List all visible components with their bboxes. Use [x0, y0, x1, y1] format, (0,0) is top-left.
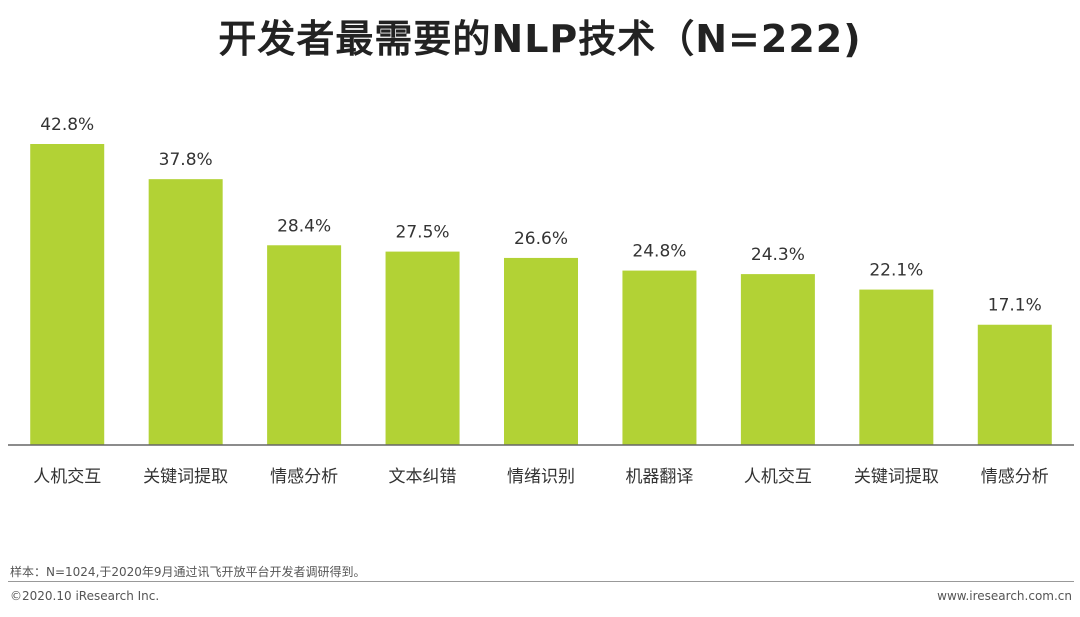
category-label-7: 人机交互: [744, 467, 812, 487]
bar-8: [859, 289, 934, 445]
bar-3: [267, 245, 342, 445]
value-label-8: 22.1%: [869, 261, 923, 281]
value-label-7: 24.3%: [751, 245, 805, 265]
bar-2: [148, 179, 223, 445]
bar-4: [385, 251, 460, 445]
bar-1: [30, 144, 105, 445]
category-label-1: 人机交互: [33, 467, 101, 487]
category-label-6: 机器翻译: [625, 467, 693, 487]
bar-7: [740, 274, 815, 445]
value-label-3: 28.4%: [277, 216, 331, 236]
bar-6: [622, 270, 697, 445]
sample-note: 样本：N=1024,于2020年9月通过讯飞开放平台开发者调研得到。: [10, 565, 366, 579]
bar-9: [977, 324, 1052, 445]
value-label-4: 27.5%: [396, 223, 450, 243]
value-label-1: 42.8%: [40, 115, 94, 135]
value-label-9: 17.1%: [988, 296, 1042, 316]
bar-chart: 42.8% 37.8% 28.4% 27.5% 26.6% 24.8% 24.3% 22.1%…: [8, 115, 1074, 487]
category-label-9: 情感分析: [981, 467, 1049, 487]
category-label-5: 情绪识别: [507, 467, 575, 487]
category-label-4: 文本纠错: [389, 467, 457, 487]
category-label-8: 关键词提取: [854, 467, 939, 487]
bar-5: [504, 257, 578, 445]
footer-divider: [8, 581, 1074, 582]
value-label-5: 26.6%: [514, 229, 568, 249]
category-label-2: 关键词提取: [143, 467, 228, 487]
category-label-3: 情感分析: [270, 467, 338, 487]
website-url: www.iresearch.com.cn: [937, 589, 1072, 603]
value-label-2: 37.8%: [159, 150, 213, 170]
copyright-text: ©2020.10 iResearch Inc.: [10, 589, 160, 603]
value-label-6: 24.8%: [632, 242, 686, 262]
chart-title: 开发者最需要的NLP技术（N=222): [218, 17, 862, 61]
